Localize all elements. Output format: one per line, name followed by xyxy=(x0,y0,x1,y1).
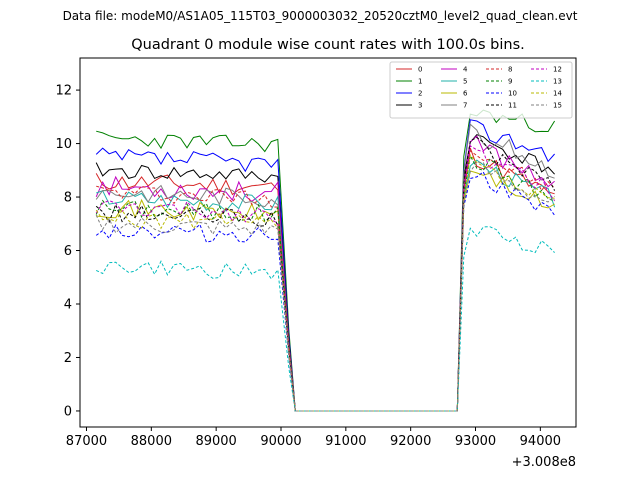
x-tick-label: 90000 xyxy=(260,434,301,449)
legend-label-4: 4 xyxy=(463,66,468,74)
y-tick-label: 4 xyxy=(64,298,72,313)
series-line-13 xyxy=(95,226,555,412)
x-tick-label: 93000 xyxy=(455,434,496,449)
legend-label-12: 12 xyxy=(553,66,562,74)
series-line-0 xyxy=(95,147,555,412)
x-tick-label: 91000 xyxy=(325,434,366,449)
legend-label-1: 1 xyxy=(418,78,422,86)
series-line-9 xyxy=(95,154,555,412)
y-tick-label: 0 xyxy=(64,404,72,419)
y-tick-label: 2 xyxy=(64,351,72,366)
y-tick-label: 6 xyxy=(64,244,72,259)
x-axis: 87000 88000 89000 90000 91000 92000 93000 94000 xyxy=(66,427,561,449)
y-tick-label: 12 xyxy=(55,84,72,99)
data-file-suptitle: Data file: modeM0/AS1A05_115T03_90000030… xyxy=(63,9,578,23)
x-tick-label: 89000 xyxy=(195,434,236,449)
series-line-12 xyxy=(95,144,555,412)
legend-label-3: 3 xyxy=(418,102,422,110)
y-axis: 0 2 4 6 8 10 12 xyxy=(55,84,80,419)
legend-label-11: 11 xyxy=(508,102,517,110)
legend-box xyxy=(389,61,573,119)
x-tick-label: 87000 xyxy=(66,434,107,449)
plot-frame xyxy=(79,57,577,428)
y-tick-label: 10 xyxy=(55,137,72,152)
x-tick-label: 92000 xyxy=(390,434,431,449)
series-line-5 xyxy=(96,159,556,412)
legend-label-8: 8 xyxy=(508,66,512,74)
series-line-1 xyxy=(96,109,556,412)
chart-title: Quadrant 0 module wise count rates with … xyxy=(131,37,525,53)
series-line-6 xyxy=(96,170,555,412)
legend-label-0: 0 xyxy=(418,66,422,74)
y-tick-label: 8 xyxy=(64,191,72,206)
series-layer xyxy=(95,109,556,412)
x-axis-offset-label: +3.008e8 xyxy=(512,455,576,470)
legend-label-14: 14 xyxy=(553,90,562,98)
legend-label-10: 10 xyxy=(508,90,517,98)
legend-label-9: 9 xyxy=(508,78,512,86)
series-line-10 xyxy=(95,171,556,412)
series-line-11 xyxy=(95,136,556,412)
series-line-15 xyxy=(95,161,555,412)
legend-label-7: 7 xyxy=(463,102,467,110)
legend-label-13: 13 xyxy=(553,78,562,86)
series-line-4 xyxy=(95,135,555,412)
legend-label-5: 5 xyxy=(463,78,467,86)
legend-label-15: 15 xyxy=(553,102,562,110)
series-line-7 xyxy=(95,123,555,412)
x-tick-label: 88000 xyxy=(131,434,172,449)
x-tick-label: 94000 xyxy=(520,434,561,449)
series-line-2 xyxy=(95,119,555,412)
series-line-8 xyxy=(96,149,555,412)
legend-label-6: 6 xyxy=(463,90,468,98)
legend-label-2: 2 xyxy=(418,90,422,98)
series-line-3 xyxy=(95,134,555,412)
